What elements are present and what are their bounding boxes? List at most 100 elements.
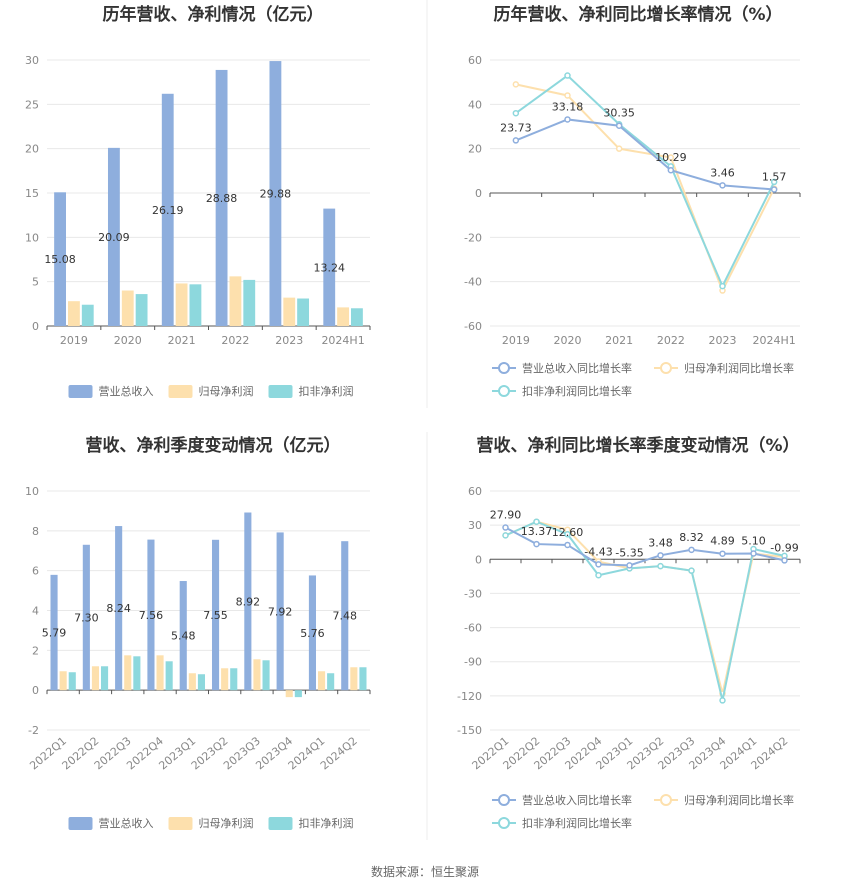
series-line-non-recurring-profit-growth: [505, 520, 785, 701]
legend-label: 归母净利润同比增长率: [684, 793, 794, 807]
data-label: 7.92: [268, 605, 293, 618]
y-tick-label: 10: [25, 231, 39, 244]
data-point: [719, 282, 726, 290]
y-tick-label: -90: [464, 656, 482, 669]
data-point: [502, 532, 509, 539]
y-tick-label: -60: [464, 622, 482, 635]
data-point: [667, 154, 675, 161]
x-tick-label: 2019: [502, 334, 530, 347]
data-label: -5.35: [615, 546, 643, 559]
data-label: 7.48: [332, 610, 357, 623]
x-tick-label: 2022: [657, 334, 685, 347]
y-tick-label: -2: [28, 724, 39, 737]
series-line-parent-profit-growth: [505, 520, 785, 694]
data-label: 3.48: [648, 536, 673, 549]
legend-swatch: [68, 817, 93, 830]
bar-parent-profit: [91, 666, 100, 691]
y-tick-label: 4: [32, 605, 39, 618]
y-tick-label: 10: [25, 485, 39, 498]
data-point: [533, 540, 540, 548]
bar-parent-profit: [350, 667, 358, 691]
legend-label: 归母净利润: [199, 816, 254, 830]
data-point: [719, 182, 726, 189]
y-tick-label: 2: [32, 644, 39, 657]
data-point: [781, 557, 788, 564]
data-point: [564, 530, 571, 538]
data-point: [564, 541, 571, 549]
quarterly-revenue-profit-chart: 营收、净利季度变动情况（亿元） -202468102022Q12022Q2202…: [25, 435, 371, 830]
bar-revenue: [54, 192, 66, 326]
data-label: 13.37: [521, 525, 553, 538]
bar-parent-profit: [229, 276, 242, 326]
bar-parent-profit: [175, 283, 188, 326]
legend-swatch: [268, 385, 293, 398]
bar-revenue: [211, 539, 220, 691]
bar-revenue: [82, 544, 90, 691]
legend-label: 营业总收入同比增长率: [522, 793, 632, 807]
legend-label: 营业总收入: [99, 816, 154, 830]
y-tick-label: 20: [468, 143, 482, 156]
legend-marker: [498, 362, 510, 374]
bar-parent-profit: [317, 671, 326, 691]
x-tick-label: 2022: [221, 334, 249, 347]
chart-title: 历年营收、净利情况（亿元）: [103, 4, 324, 25]
bar-revenue: [107, 147, 120, 326]
data-label: 5.76: [300, 627, 325, 640]
bar-non-recurring-profit: [135, 294, 148, 326]
data-point: [564, 92, 571, 99]
data-point: [667, 166, 675, 174]
data-label: 8.24: [106, 602, 131, 615]
y-tick-label: 0: [32, 320, 39, 333]
y-tick-label: 0: [475, 553, 482, 566]
series-line-parent-profit-growth: [515, 83, 776, 293]
data-point: [615, 145, 623, 152]
bar-non-recurring-profit: [297, 298, 310, 326]
data-point: [502, 524, 509, 531]
data-point: [564, 72, 571, 79]
data-label: 12.60: [552, 526, 584, 539]
legend-swatch: [68, 385, 93, 398]
legend-label: 归母净利润同比增长率: [684, 361, 794, 375]
data-point: [533, 518, 540, 525]
bar-non-recurring-profit: [327, 673, 335, 691]
data-label: 5.79: [42, 627, 67, 640]
y-tick-label: 6: [32, 565, 39, 578]
bar-parent-profit: [156, 655, 164, 691]
data-point: [688, 567, 695, 574]
y-tick-label: 30: [468, 519, 482, 532]
legend-label: 归母净利润: [199, 384, 254, 398]
bar-parent-profit: [121, 290, 134, 326]
data-point: [657, 552, 664, 559]
y-tick-label: -40: [464, 276, 482, 289]
chart-title: 营收、净利季度变动情况（亿元）: [86, 435, 341, 456]
bar-revenue: [147, 539, 155, 691]
data-point: [615, 122, 623, 129]
y-tick-label: 40: [468, 98, 482, 111]
bar-revenue: [276, 532, 284, 691]
x-tick-label: 2020: [554, 334, 582, 347]
x-tick-label: 2021: [168, 334, 196, 347]
legend-label: 营业总收入: [99, 384, 154, 398]
data-label: 1.57: [762, 171, 787, 184]
data-label: 23.73: [500, 121, 532, 134]
data-label: -0.99: [770, 541, 798, 554]
legend-marker: [660, 794, 672, 806]
legend-marker: [498, 385, 510, 397]
x-tick-label: 2019: [60, 334, 88, 347]
data-point: [595, 571, 602, 579]
bar-non-recurring-profit: [189, 284, 202, 326]
bar-revenue: [308, 575, 316, 691]
data-label: 28.88: [206, 192, 238, 205]
annual-revenue-profit-chart: 历年营收、净利情况（亿元） 0 5 10 15 20 25 30 2019 2020 2021 20…: [25, 4, 371, 398]
y-tick-label: 60: [468, 54, 482, 67]
bar-non-recurring-profit: [230, 668, 238, 691]
chart-title: 历年营收、净利同比增长率情况（%）: [493, 4, 782, 25]
bar-non-recurring-profit: [359, 667, 367, 691]
data-source-footer: 数据来源：恒生聚源: [371, 864, 479, 879]
y-tick-label: 15: [25, 187, 39, 200]
data-point: [626, 562, 633, 569]
y-tick-label: 8: [32, 525, 39, 538]
legend-swatch: [168, 817, 193, 830]
data-point: [688, 546, 695, 554]
